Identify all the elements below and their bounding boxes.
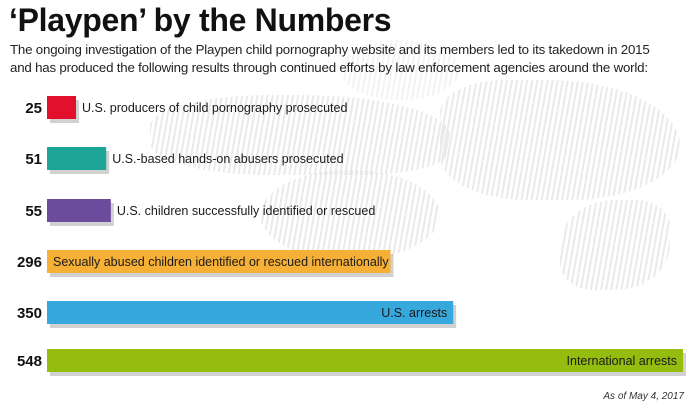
bar (47, 349, 683, 372)
category-label: U.S. arrests (381, 306, 447, 320)
value-label: 25 (25, 100, 42, 117)
bar (47, 96, 77, 119)
category-label: International arrests (567, 354, 677, 368)
value-label: 51 (25, 151, 42, 168)
page-title: ‘Playpen’ by the Numbers (9, 2, 392, 38)
value-label: 55 (25, 203, 42, 220)
bar (47, 250, 391, 273)
subtitle-line: and has produced the following results t… (10, 60, 648, 75)
subtitle-line: The ongoing investigation of the Playpen… (10, 42, 650, 57)
world-map-background (260, 170, 440, 260)
bar (47, 147, 107, 170)
world-map-background (150, 95, 450, 175)
world-map-background (440, 80, 680, 200)
subtitle: The ongoing investigation of the Playpen… (10, 41, 700, 77)
value-label: 296 (17, 254, 42, 271)
world-map-background (340, 40, 460, 100)
category-label: U.S. children successfully identified or… (117, 204, 376, 218)
bar (47, 199, 111, 222)
category-label: U.S.-based hands-on abusers prosecuted (112, 152, 343, 166)
value-label: 548 (17, 353, 42, 370)
world-map-background (560, 200, 670, 290)
category-label: Sexually abused children identified or r… (53, 255, 389, 269)
value-label: 350 (17, 305, 42, 322)
footnote: As of May 4, 2017 (603, 391, 684, 402)
bar (47, 301, 454, 324)
category-label: U.S. producers of child pornography pros… (82, 101, 347, 115)
